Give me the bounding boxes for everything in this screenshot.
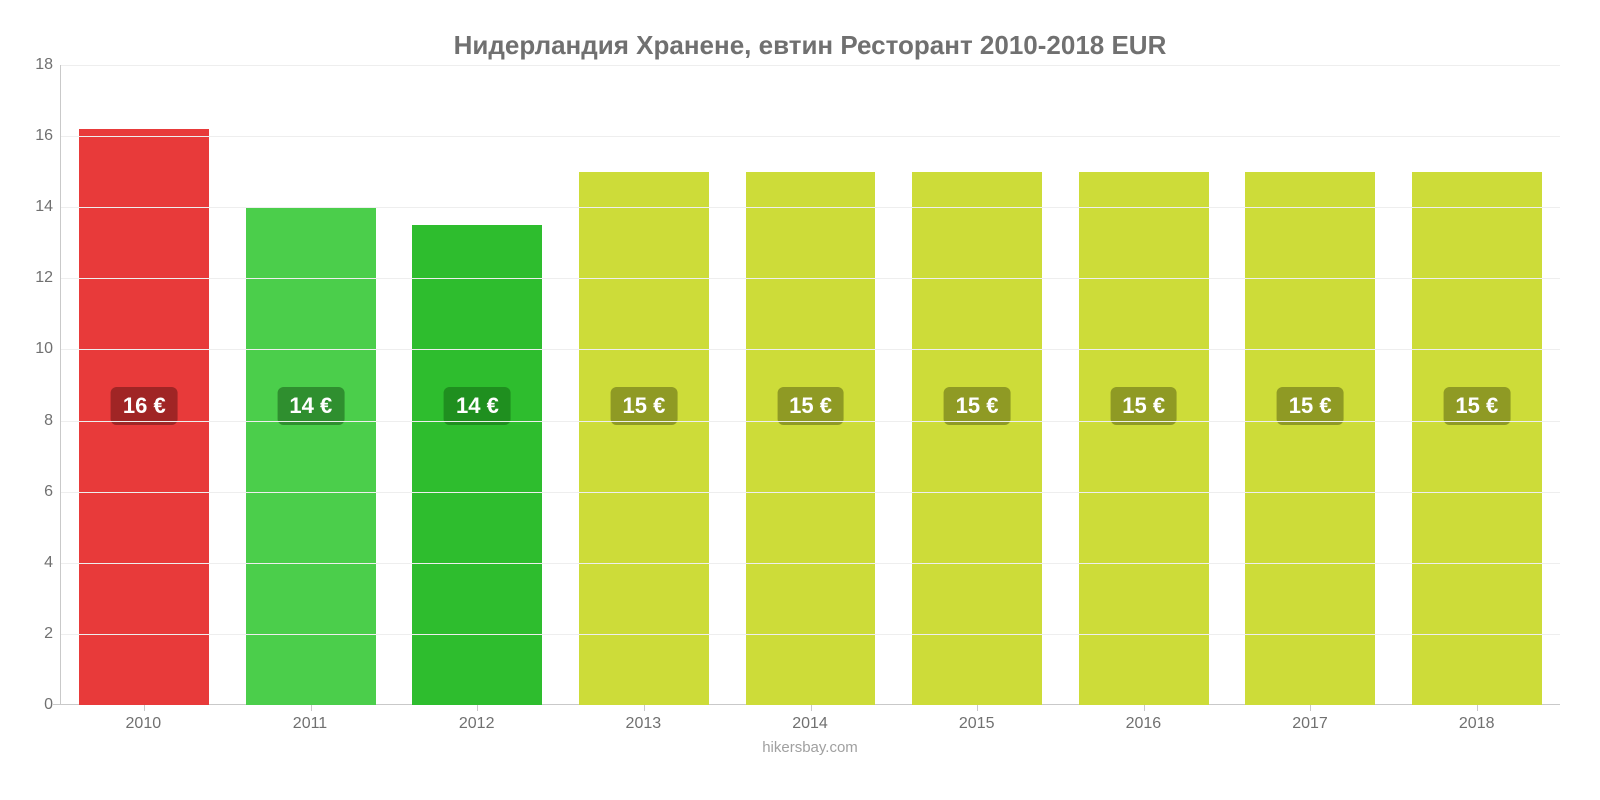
bar-slot: 15 € [1060,65,1227,705]
y-tick-label: 18 [19,56,53,74]
value-badge: 14 € [277,387,344,425]
chart-container: Нидерландия Хранене, евтин Ресторант 201… [0,0,1600,800]
x-tick [811,705,812,711]
bar [579,172,709,705]
bars-group: 16 € 14 € 14 € 15 € 15 € 15 € 15 € 15 € 15 € [61,65,1560,705]
x-tick-label: 2014 [727,715,894,733]
value-badge: 16 € [111,387,178,425]
y-tick-label: 2 [19,625,53,643]
bar [412,225,542,705]
x-tick-label: 2016 [1060,715,1227,733]
bar-slot: 15 € [1227,65,1394,705]
value-badge: 14 € [444,387,511,425]
y-tick-label: 0 [19,696,53,714]
x-tick-label: 2018 [1393,715,1560,733]
bar-slot: 15 € [1394,65,1561,705]
x-tick [144,705,145,711]
y-tick-label: 14 [19,198,53,216]
value-badge: 15 € [777,387,844,425]
bar-slot: 14 € [394,65,561,705]
y-tick-label: 6 [19,483,53,501]
x-tick-label: 2012 [393,715,560,733]
chart-title: Нидерландия Хранене, евтин Ресторант 201… [60,30,1560,61]
x-tick-label: 2013 [560,715,727,733]
x-tick [1144,705,1145,711]
bar-slot: 15 € [727,65,894,705]
y-tick-label: 12 [19,269,53,287]
value-badge: 15 € [944,387,1011,425]
x-tick [1310,705,1311,711]
bar-slot: 15 € [561,65,728,705]
x-tick [977,705,978,711]
bar [1412,172,1542,705]
value-badge: 15 € [611,387,678,425]
plot-area: 16 €14 €14 €15 €15 €15 €15 €15 €15 € 024… [60,65,1560,705]
bar [1245,172,1375,705]
bar [1079,172,1209,705]
bar-slot: 15 € [894,65,1061,705]
x-tick [644,705,645,711]
y-tick-label: 8 [19,412,53,430]
bar [246,207,376,705]
source-text: hikersbay.com [60,739,1560,756]
x-axis-labels: 201020112012201320142015201620172018 [60,715,1560,733]
x-tick [311,705,312,711]
bar [746,172,876,705]
y-tick-label: 16 [19,127,53,145]
bar [912,172,1042,705]
y-tick-label: 10 [19,340,53,358]
x-tick-label: 2015 [893,715,1060,733]
y-tick-label: 4 [19,554,53,572]
value-badge: 15 € [1277,387,1344,425]
x-tick-label: 2010 [60,715,227,733]
value-badge: 15 € [1443,387,1510,425]
value-badge: 15 € [1110,387,1177,425]
x-tick-label: 2017 [1227,715,1394,733]
x-tick [1477,705,1478,711]
bar-slot: 16 € [61,65,228,705]
x-tick-label: 2011 [227,715,394,733]
bar-slot: 14 € [228,65,395,705]
x-tick [477,705,478,711]
